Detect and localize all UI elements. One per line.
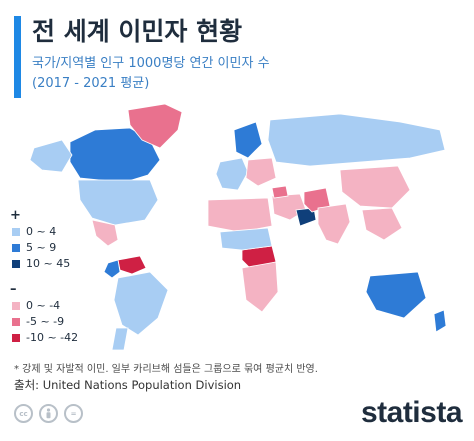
map-region-argentina bbox=[111, 327, 129, 350]
legend-swatch bbox=[12, 228, 20, 236]
map-region-australia bbox=[365, 271, 427, 319]
map-region-india bbox=[317, 203, 351, 245]
chart-title: 전 세계 이민자 현황 bbox=[32, 17, 243, 46]
map-region-russia bbox=[267, 113, 446, 167]
map-region-greenland bbox=[127, 103, 183, 149]
legend-item: 5 ~ 9 bbox=[10, 240, 78, 256]
legend-item: 10 ~ 45 bbox=[10, 256, 78, 272]
legend-swatch bbox=[12, 260, 20, 268]
map-region-eastern-europe bbox=[245, 157, 277, 187]
legend-label: 0 ~ 4 bbox=[26, 225, 57, 238]
statista-logo[interactable]: statista bbox=[360, 396, 463, 429]
legend-item: -10 ~ -42 bbox=[10, 330, 78, 346]
cc-license-icon[interactable]: cc bbox=[14, 404, 33, 423]
legend-swatch bbox=[12, 244, 20, 252]
license-icons: cc = bbox=[14, 404, 83, 423]
legend-item: 0 ~ -4 bbox=[10, 298, 78, 314]
legend-label: 5 ~ 9 bbox=[26, 241, 57, 254]
map-region-brazil bbox=[113, 271, 169, 336]
world-map bbox=[29, 103, 447, 350]
map-region-mexico bbox=[91, 219, 119, 247]
map-region-canada bbox=[69, 127, 161, 183]
map-region-venezuela bbox=[117, 255, 147, 275]
legend-swatch bbox=[12, 302, 20, 310]
source-line: 출처: United Nations Population Division bbox=[14, 378, 242, 392]
map-region-central-africa bbox=[219, 227, 273, 251]
map-region-north-africa bbox=[207, 197, 273, 233]
map-region-colombia bbox=[103, 259, 121, 279]
subtitle-line-2: (2017 - 2021 평균) bbox=[32, 76, 150, 91]
map-region-new-zealand bbox=[433, 309, 447, 333]
chart-subtitle: 국가/지역별 인구 1000명당 연간 이민자 수 (2017 - 2021 평… bbox=[32, 54, 270, 94]
map-region-syria bbox=[271, 185, 289, 199]
map-region-western-europe bbox=[215, 157, 249, 191]
legend-label: -5 ~ -9 bbox=[26, 315, 65, 328]
map-region-gulf-states bbox=[295, 207, 317, 227]
attribution-icon[interactable] bbox=[39, 404, 58, 423]
legend-item: 0 ~ 4 bbox=[10, 224, 78, 240]
legend-swatch bbox=[12, 334, 20, 342]
no-derivatives-icon[interactable]: = bbox=[64, 404, 83, 423]
subtitle-line-1: 국가/지역별 인구 1000명당 연간 이민자 수 bbox=[32, 56, 270, 71]
legend-positive-sign: + bbox=[10, 208, 21, 223]
legend-item: -5 ~ -9 bbox=[10, 314, 78, 330]
map-region-alaska-usa bbox=[29, 139, 73, 173]
legend-label: -10 ~ -42 bbox=[26, 331, 79, 344]
map-region-southern-africa bbox=[241, 261, 279, 313]
map-region-usa bbox=[77, 179, 159, 226]
footnote: * 강제 및 자발적 이민. 일부 카리브해 섬들은 그룹으로 묶여 평균치 반… bbox=[14, 364, 318, 375]
legend-label: 10 ~ 45 bbox=[26, 257, 71, 270]
title-accent-bar bbox=[14, 16, 21, 98]
legend-negative-sign: – bbox=[10, 282, 17, 297]
legend-label: 0 ~ -4 bbox=[26, 299, 61, 312]
legend-swatch bbox=[12, 318, 20, 326]
map-region-scandinavia bbox=[233, 121, 263, 159]
map-region-southeast-asia bbox=[361, 207, 403, 241]
legend: + 0 ~ 4 5 ~ 9 10 ~ 45 – 0 ~ -4 -5 ~ -9 -10 ~… bbox=[10, 208, 78, 346]
map-region-china bbox=[339, 165, 411, 209]
